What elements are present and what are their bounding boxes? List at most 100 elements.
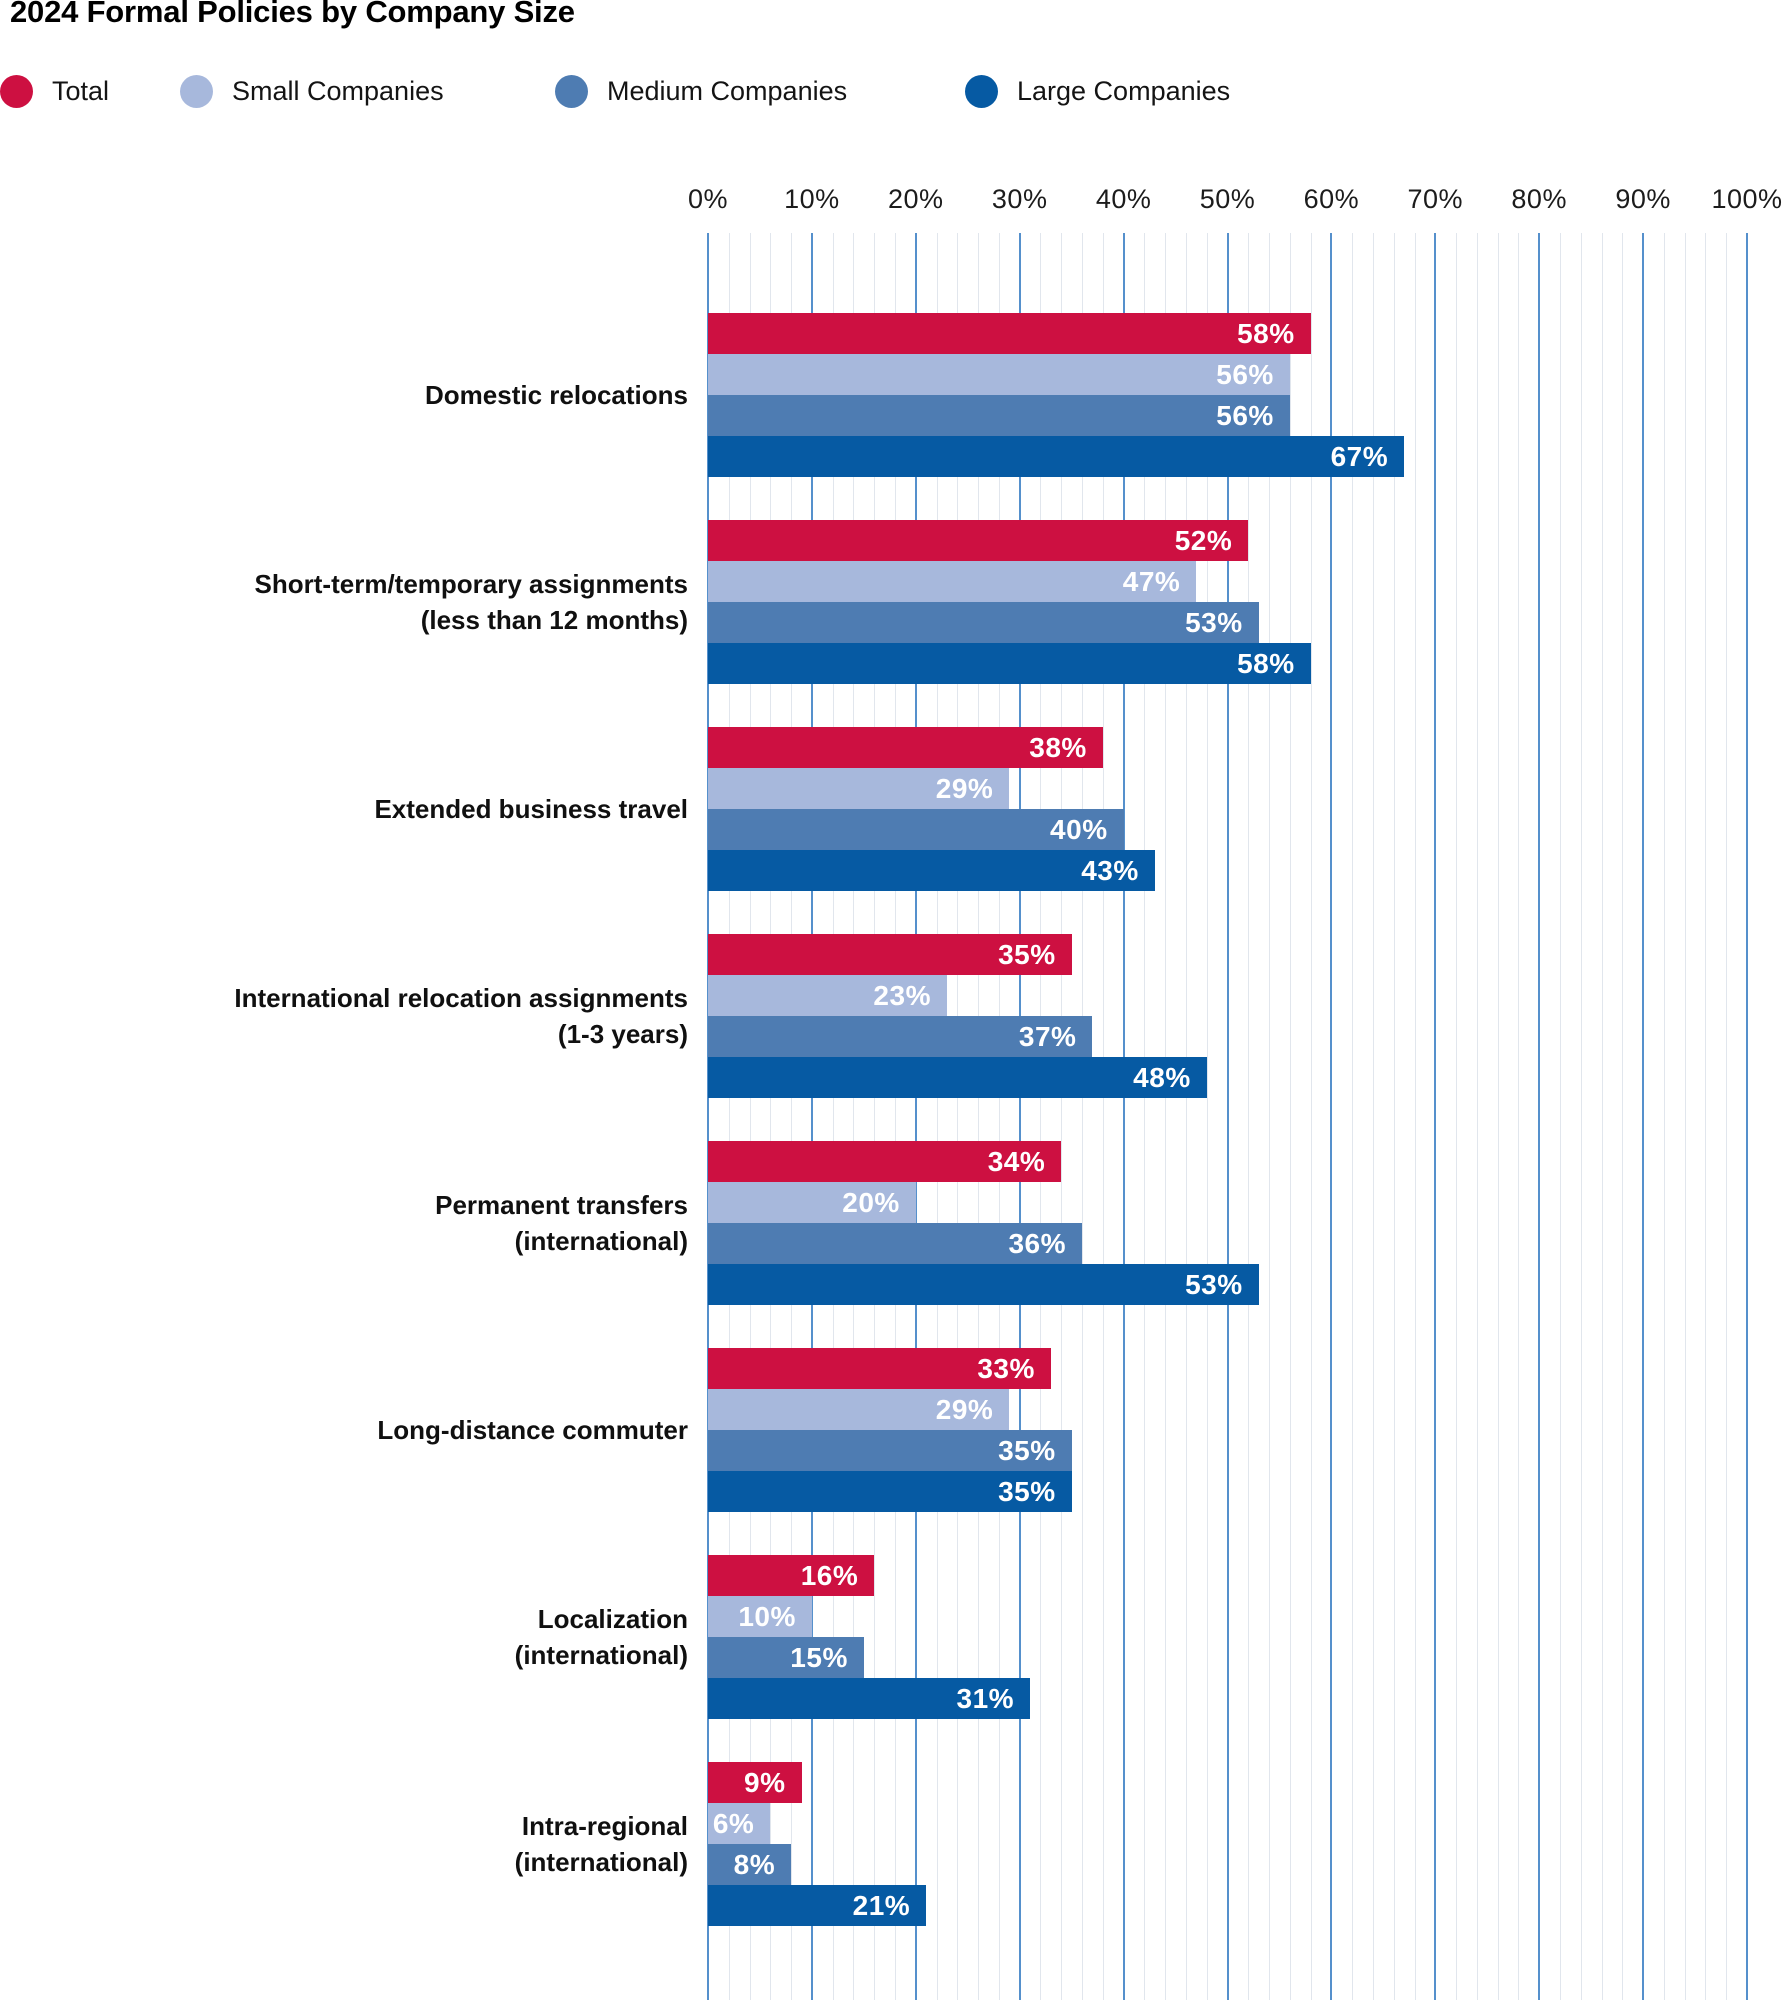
legend-item-total: Total: [0, 70, 109, 112]
bar-value-label: 56%: [1216, 400, 1274, 431]
bar-group: 9% 6% 8% 21%: [708, 1762, 1747, 1926]
legend-label: Large Companies: [1017, 75, 1231, 106]
gridline-major: [1122, 233, 1125, 2000]
bar-large-companies: 48%: [708, 1057, 1207, 1098]
x-axis-tick-label: 30%: [991, 184, 1048, 214]
gridline-minor: [978, 233, 980, 2000]
bar-small-companies: 47%: [708, 561, 1197, 602]
category-label: Extended business travel: [48, 727, 688, 891]
bar-total: 35%: [708, 934, 1072, 975]
gridline-major: [810, 233, 813, 2000]
bar-large-companies: 35%: [708, 1471, 1072, 1512]
bar-value-label: 48%: [1133, 1062, 1191, 1093]
bar-value-label: 53%: [1185, 1269, 1243, 1300]
gridline-minor: [1206, 233, 1208, 2000]
category-label-line: (international): [514, 1640, 688, 1670]
category-label-line: Extended business travel: [374, 794, 688, 824]
bar-value-label: 37%: [1018, 1021, 1077, 1052]
gridline-minor: [1248, 233, 1250, 2000]
gridline-minor: [998, 233, 1000, 2000]
x-axis-tick-label: 20%: [888, 184, 944, 214]
category-label: Localization (international): [48, 1555, 688, 1719]
bar-large-companies: 53%: [708, 1264, 1259, 1305]
category-label-line: Permanent transfers: [435, 1190, 688, 1220]
chart-title: 2024 Formal Policies by Company Size: [10, 0, 575, 29]
bar-large-companies: 58%: [708, 643, 1311, 684]
plot-area: 58% 56% 56% 67% 52% 47% 53% 58% 38% 29% 40% 43% 35% 2…: [707, 233, 1748, 2000]
bar-value-label: 16%: [800, 1560, 859, 1591]
bar-medium-companies: 37%: [708, 1016, 1093, 1057]
bar-small-companies: 6%: [708, 1803, 771, 1844]
bar-value-label: 58%: [1237, 318, 1295, 349]
bar-medium-companies: 56%: [708, 395, 1290, 436]
bar-total: 16%: [708, 1555, 875, 1596]
gridline-minor: [1165, 233, 1167, 2000]
bar-group: 58% 56% 56% 67%: [708, 313, 1747, 477]
category-label: Long-distance commuter: [48, 1348, 688, 1512]
bar-large-companies: 21%: [708, 1885, 927, 1926]
bar-value-label: 52%: [1174, 525, 1233, 556]
bar-small-companies: 29%: [708, 1389, 1010, 1430]
legend-color-dot: [180, 74, 213, 108]
bar-medium-companies: 35%: [708, 1430, 1072, 1471]
category-label: International relocation assignments (1-3…: [48, 934, 688, 1098]
category-label-line: (1-3 years): [557, 1019, 688, 1049]
gridline-minor: [791, 233, 793, 2000]
bar-total: 38%: [708, 727, 1103, 768]
bar-group: 33% 29% 35% 35%: [708, 1348, 1747, 1512]
bar-small-companies: 23%: [708, 975, 947, 1016]
bar-value-label: 35%: [998, 1476, 1056, 1507]
bar-value-label: 33%: [977, 1353, 1035, 1384]
bar-value-label: 8%: [733, 1849, 776, 1880]
legend-label: Total: [52, 75, 110, 106]
gridline-minor: [1476, 233, 1478, 2000]
gridline-minor: [1622, 233, 1624, 2000]
gridline-minor: [1518, 233, 1520, 2000]
bar-value-label: 6%: [712, 1808, 755, 1839]
bar-value-label: 21%: [852, 1890, 911, 1921]
bar-group: 52% 47% 53% 58%: [708, 520, 1747, 684]
category-label: Permanent transfers (international): [48, 1141, 688, 1305]
category-label: Domestic relocations: [48, 313, 688, 477]
gridline-minor: [728, 233, 730, 2000]
gridline-minor: [895, 233, 897, 2000]
legend-color-dot: [0, 74, 33, 108]
gridline-major: [1226, 233, 1229, 2000]
gridline-major: [1746, 233, 1748, 2000]
bar-total: 33%: [708, 1348, 1051, 1389]
bar-value-label: 20%: [842, 1187, 900, 1218]
bar-medium-companies: 15%: [708, 1637, 864, 1678]
category-label-line: (less than 12 months): [420, 605, 688, 635]
bar-large-companies: 67%: [708, 436, 1405, 477]
gridline-minor: [1456, 233, 1458, 2000]
bar-medium-companies: 36%: [708, 1223, 1083, 1264]
category-label-line: (international): [514, 1847, 688, 1877]
bar-total: 58%: [708, 313, 1311, 354]
legend-color-dot: [555, 74, 588, 108]
x-axis-tick-label: 60%: [1303, 184, 1360, 214]
category-label-line: Long-distance commuter: [377, 1415, 688, 1445]
legend-label: Small Companies: [232, 75, 444, 106]
gridline-minor: [1102, 233, 1104, 2000]
gridline-minor: [1414, 233, 1416, 2000]
x-axis-tick-label: 0%: [687, 184, 729, 214]
bar-value-label: 53%: [1185, 607, 1243, 638]
bar-value-label: 35%: [998, 1435, 1056, 1466]
bar-value-label: 56%: [1216, 359, 1274, 390]
category-label: Intra-regional (international): [48, 1762, 688, 1926]
bar-group: 16% 10% 15% 31%: [708, 1555, 1747, 1719]
bar-value-label: 31%: [956, 1683, 1015, 1714]
legend-color-dot: [965, 74, 998, 108]
gridline-minor: [1372, 233, 1374, 2000]
bar-medium-companies: 8%: [708, 1844, 792, 1885]
bar-total: 34%: [708, 1141, 1062, 1182]
gridline-major: [707, 233, 709, 2000]
legend-item-small-companies: Small Companies: [180, 70, 444, 112]
gridline-minor: [1601, 233, 1603, 2000]
bar-value-label: 40%: [1050, 814, 1108, 845]
gridline-minor: [1289, 233, 1291, 2000]
bar-large-companies: 31%: [708, 1678, 1031, 1719]
bar-small-companies: 29%: [708, 768, 1010, 809]
legend-label: Medium Companies: [607, 75, 848, 106]
bar-group: 34% 20% 36% 53%: [708, 1141, 1747, 1305]
